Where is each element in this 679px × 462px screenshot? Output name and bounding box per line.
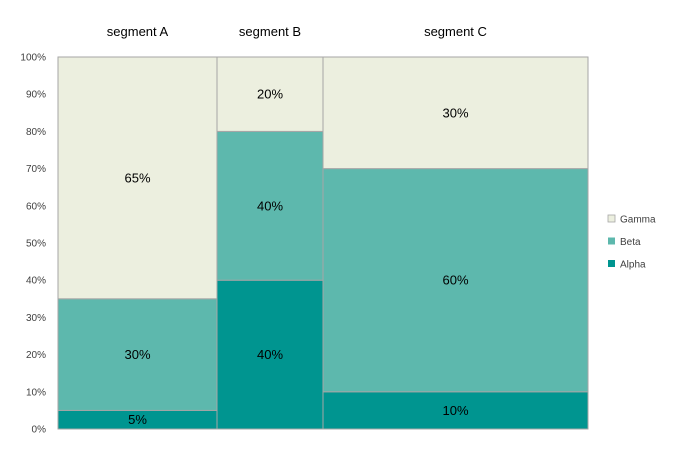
y-tick-label: 60% <box>26 201 46 212</box>
data-label: 10% <box>442 403 468 418</box>
data-label: 65% <box>124 170 150 185</box>
y-tick-label: 10% <box>26 387 46 398</box>
data-label: 30% <box>124 347 150 362</box>
plot-area <box>57 56 589 430</box>
legend-label-gamma: Gamma <box>620 215 656 226</box>
segment-label: segment B <box>239 24 301 39</box>
y-tick-label: 0% <box>32 425 47 436</box>
y-axis-ticks: 0% 10% 20% 30% 40% 50% 60% 70% 80% 90% 100% <box>20 53 46 436</box>
data-label: 40% <box>257 347 283 362</box>
data-label: 40% <box>257 198 283 213</box>
y-tick-label: 40% <box>26 276 46 287</box>
y-tick-label: 20% <box>26 350 46 361</box>
y-tick-label: 70% <box>26 164 46 175</box>
legend-swatch-alpha <box>608 260 615 267</box>
legend-swatch-beta <box>608 237 615 245</box>
data-label: 5% <box>128 412 147 427</box>
data-labels: 5% 30% 65% 40% 40% 20% 10% 60% 30% <box>124 87 468 428</box>
bar-segment-gamma <box>322 56 589 170</box>
segment-label: segment A <box>107 24 169 39</box>
y-tick-label: 80% <box>26 127 46 138</box>
segment-label: segment C <box>424 24 487 39</box>
y-tick-label: 30% <box>26 313 46 324</box>
y-tick-label: 100% <box>20 53 46 64</box>
bar-segment-beta <box>322 168 589 393</box>
legend-label-beta: Beta <box>620 237 641 248</box>
legend: Gamma Beta Alpha <box>607 214 656 271</box>
legend-label-alpha: Alpha <box>620 260 646 271</box>
data-label: 60% <box>442 273 468 288</box>
data-label: 30% <box>442 105 468 120</box>
bar-segment-beta <box>57 298 218 411</box>
bar-segment-alpha <box>216 279 324 430</box>
bar-segment-beta <box>216 130 324 281</box>
y-tick-label: 50% <box>26 239 46 250</box>
segment-labels: segment A segment B segment C <box>107 24 487 39</box>
data-label: 20% <box>257 87 283 102</box>
bar-segment-gamma <box>57 56 218 300</box>
y-tick-label: 90% <box>26 90 46 101</box>
legend-swatch-gamma <box>607 214 616 223</box>
bar-segment-gamma <box>216 56 324 132</box>
bar-segment-alpha <box>322 391 589 430</box>
